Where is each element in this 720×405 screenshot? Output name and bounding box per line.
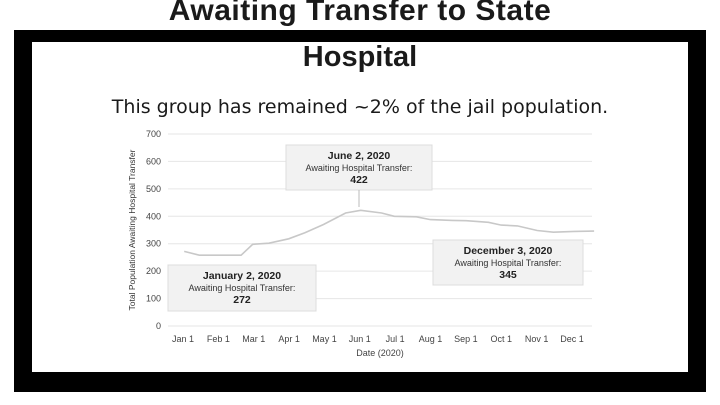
annotation-label: Awaiting Hospital Transfer: xyxy=(189,283,296,293)
y-tick-label: 100 xyxy=(146,294,161,304)
y-tick-label: 200 xyxy=(146,266,161,276)
y-tick-label: 300 xyxy=(146,239,161,249)
page-title-line-2: Hospital xyxy=(302,41,418,73)
y-tick-labels: 0 100 200 300 400 500 600 700 xyxy=(146,129,161,331)
annotation-label: Awaiting Hospital Transfer: xyxy=(455,258,562,268)
annotation-date: January 2, 2020 xyxy=(203,270,281,282)
x-tick-label: Apr 1 xyxy=(278,334,300,344)
annotation-value: 345 xyxy=(499,269,517,281)
x-tick-label: Nov 1 xyxy=(525,334,549,344)
x-tick-label: Aug 1 xyxy=(419,334,443,344)
x-tick-label: Dec 1 xyxy=(560,334,584,344)
page-title-line-1: Awaiting Transfer to State xyxy=(168,0,552,27)
x-tick-label: Mar 1 xyxy=(242,334,265,344)
series-line xyxy=(184,209,595,256)
y-tick-label: 500 xyxy=(146,184,161,194)
x-tick-label: Jul 1 xyxy=(386,334,405,344)
y-tick-label: 600 xyxy=(146,156,161,166)
annotation-value: 272 xyxy=(233,294,251,306)
series-lines xyxy=(184,209,595,256)
page-subtitle: This group has remained ~2% of the jail … xyxy=(111,96,609,118)
x-tick-label: Feb 1 xyxy=(207,334,230,344)
chart-panel xyxy=(32,42,688,372)
annotation-background xyxy=(432,239,584,286)
annotation-label: Awaiting Hospital Transfer: xyxy=(306,163,413,173)
x-tick-label: Jun 1 xyxy=(349,334,371,344)
y-tick-label: 0 xyxy=(156,321,161,331)
x-tick-label: May 1 xyxy=(312,334,337,344)
annotation-date: December 3, 2020 xyxy=(464,245,553,257)
x-axis-label: Date (2020) xyxy=(356,348,404,358)
x-tick-label: Oct 1 xyxy=(491,334,513,344)
annotation-value: 422 xyxy=(350,174,368,186)
y-axis-label: Total Population Awaiting Hospital Trans… xyxy=(127,149,137,310)
x-tick-label: Jan 1 xyxy=(172,334,194,344)
annotation-date: June 2, 2020 xyxy=(328,150,391,162)
x-tick-label: Sep 1 xyxy=(454,334,478,344)
annotation-background xyxy=(167,264,317,312)
y-tick-label: 700 xyxy=(146,129,161,139)
x-tick-labels: Jan 1 Feb 1 Mar 1 Apr 1 May 1 Jun 1 Jul 1 Aug 1… xyxy=(172,334,584,344)
annotation-background xyxy=(285,144,433,191)
y-tick-label: 400 xyxy=(146,211,161,221)
